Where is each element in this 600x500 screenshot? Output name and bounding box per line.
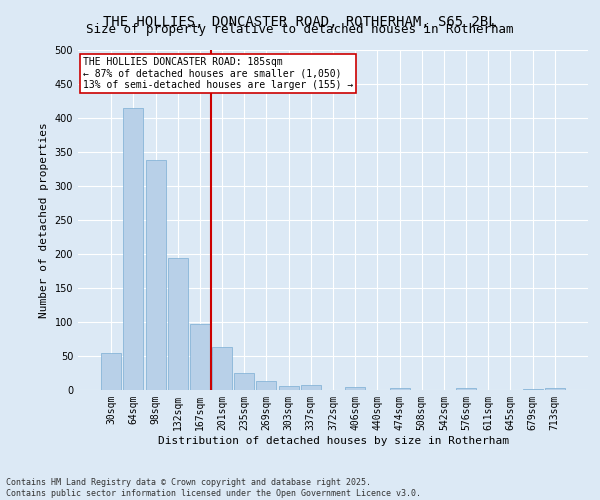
Bar [212,347,232,390]
Bar [234,373,254,390]
Bar [301,384,321,390]
Text: Size of property relative to detached houses in Rotherham: Size of property relative to detached ho… [86,22,514,36]
Text: THE HOLLIES DONCASTER ROAD: 185sqm
← 87% of detached houses are smaller (1,050)
: THE HOLLIES DONCASTER ROAD: 185sqm ← 87%… [83,57,353,90]
Bar [389,388,410,390]
Bar [124,108,143,390]
Bar [456,388,476,390]
Bar [278,386,299,390]
Text: THE HOLLIES, DONCASTER ROAD, ROTHERHAM, S65 2BL: THE HOLLIES, DONCASTER ROAD, ROTHERHAM, … [103,15,497,29]
Bar [190,324,210,390]
Bar [345,386,365,390]
Bar [545,388,565,390]
Y-axis label: Number of detached properties: Number of detached properties [39,122,49,318]
Text: Contains HM Land Registry data © Crown copyright and database right 2025.
Contai: Contains HM Land Registry data © Crown c… [6,478,421,498]
Bar [101,354,121,390]
Bar [256,381,277,390]
Bar [168,258,188,390]
X-axis label: Distribution of detached houses by size in Rotherham: Distribution of detached houses by size … [157,436,509,446]
Bar [146,160,166,390]
Bar [523,388,542,390]
